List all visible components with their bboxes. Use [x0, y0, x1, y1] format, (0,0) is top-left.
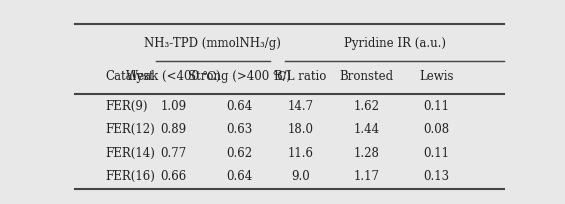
Text: 0.13: 0.13 — [423, 170, 449, 183]
Text: FER(12): FER(12) — [106, 123, 155, 136]
Text: 0.11: 0.11 — [423, 100, 449, 113]
Text: 0.08: 0.08 — [423, 123, 449, 136]
Text: 0.63: 0.63 — [226, 123, 253, 136]
Text: 0.11: 0.11 — [423, 147, 449, 160]
Text: Strong (>400 ℃): Strong (>400 ℃) — [188, 70, 290, 83]
Text: NH₃-TPD (mmolNH₃/g): NH₃-TPD (mmolNH₃/g) — [145, 37, 281, 50]
Text: 1.62: 1.62 — [353, 100, 379, 113]
Text: 1.44: 1.44 — [353, 123, 379, 136]
Text: 0.77: 0.77 — [160, 147, 186, 160]
Text: 0.64: 0.64 — [226, 100, 253, 113]
Text: Pyridine IR (a.u.): Pyridine IR (a.u.) — [344, 37, 446, 50]
Text: 1.09: 1.09 — [160, 100, 186, 113]
Text: FER(16): FER(16) — [106, 170, 155, 183]
Text: 0.62: 0.62 — [226, 147, 252, 160]
Text: Lewis: Lewis — [419, 70, 454, 83]
Text: 0.66: 0.66 — [160, 170, 186, 183]
Text: 9.0: 9.0 — [291, 170, 310, 183]
Text: Bronsted: Bronsted — [339, 70, 393, 83]
Text: 18.0: 18.0 — [288, 123, 314, 136]
Text: 14.7: 14.7 — [288, 100, 314, 113]
Text: 1.28: 1.28 — [353, 147, 379, 160]
Text: Weak (<400 ℃): Weak (<400 ℃) — [126, 70, 221, 83]
Text: FER(9): FER(9) — [106, 100, 148, 113]
Text: 1.17: 1.17 — [353, 170, 379, 183]
Text: B/L ratio: B/L ratio — [275, 70, 327, 83]
Text: Catalyst: Catalyst — [106, 70, 154, 83]
Text: 0.89: 0.89 — [160, 123, 186, 136]
Text: FER(14): FER(14) — [106, 147, 155, 160]
Text: 0.64: 0.64 — [226, 170, 253, 183]
Text: 11.6: 11.6 — [288, 147, 314, 160]
